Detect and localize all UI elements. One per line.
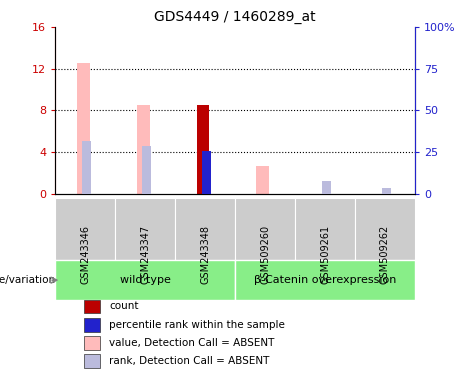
- Text: GSM243347: GSM243347: [140, 225, 150, 284]
- Bar: [55, 198, 115, 260]
- Bar: [84, 336, 100, 350]
- Bar: [142, 146, 151, 194]
- Title: GDS4449 / 1460289_at: GDS4449 / 1460289_at: [154, 10, 316, 25]
- Text: wild type: wild type: [120, 275, 171, 285]
- Text: rank, Detection Call = ABSENT: rank, Detection Call = ABSENT: [109, 356, 270, 366]
- Bar: [196, 105, 209, 194]
- Text: GSM509262: GSM509262: [380, 225, 390, 284]
- Text: value, Detection Call = ABSENT: value, Detection Call = ABSENT: [109, 338, 275, 348]
- Bar: [84, 300, 100, 313]
- Bar: [84, 318, 100, 331]
- Bar: [202, 151, 211, 194]
- Text: genotype/variation: genotype/variation: [0, 275, 56, 285]
- Bar: [115, 198, 175, 260]
- Text: GSM243346: GSM243346: [80, 225, 90, 284]
- Bar: [382, 188, 390, 194]
- Bar: [235, 198, 295, 260]
- Text: percentile rank within the sample: percentile rank within the sample: [109, 319, 285, 329]
- Bar: [77, 63, 89, 194]
- Text: GSM509261: GSM509261: [320, 225, 330, 284]
- Bar: [256, 166, 269, 194]
- Text: GSM509260: GSM509260: [260, 225, 270, 284]
- Bar: [175, 198, 235, 260]
- Bar: [235, 260, 415, 300]
- Bar: [295, 198, 355, 260]
- Bar: [84, 354, 100, 368]
- Bar: [322, 180, 331, 194]
- Text: GSM243348: GSM243348: [200, 225, 210, 284]
- Bar: [355, 198, 415, 260]
- Text: β-Catenin overexpression: β-Catenin overexpression: [254, 275, 396, 285]
- Text: count: count: [109, 301, 139, 311]
- Bar: [136, 105, 149, 194]
- Bar: [55, 260, 235, 300]
- Bar: [83, 141, 91, 194]
